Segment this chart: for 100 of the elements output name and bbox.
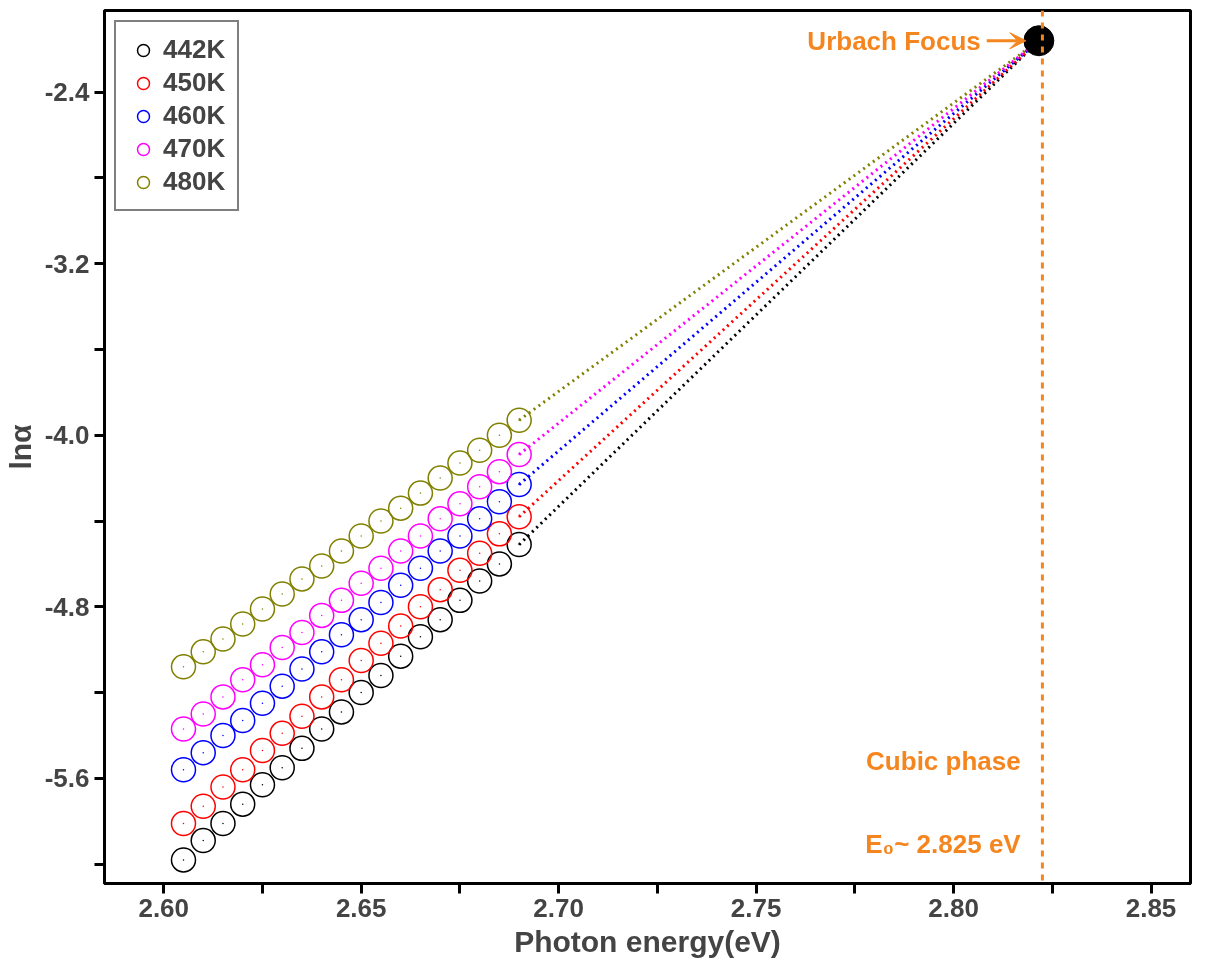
annotation: Urbach Focus — [807, 25, 981, 56]
point — [190, 639, 216, 665]
point — [387, 613, 414, 639]
point — [466, 437, 493, 463]
point — [348, 570, 374, 596]
point — [427, 576, 453, 603]
annotation: Cubic phase — [866, 746, 1021, 777]
point — [368, 589, 394, 616]
point — [447, 523, 473, 549]
point — [506, 407, 532, 433]
point — [328, 587, 355, 614]
point — [348, 679, 374, 706]
point — [486, 422, 513, 448]
y-tick-label: -5.6 — [44, 763, 90, 794]
x-tick-label: 2.85 — [1125, 892, 1177, 923]
point — [170, 810, 197, 837]
point — [308, 684, 335, 710]
point — [229, 667, 256, 693]
point — [328, 699, 355, 725]
point — [170, 654, 197, 680]
y-axis-title: lnα — [3, 423, 37, 470]
point — [348, 647, 374, 674]
point — [447, 587, 473, 614]
point — [249, 651, 276, 678]
point — [249, 690, 276, 717]
point — [229, 611, 256, 637]
legend-label: 470K — [163, 133, 226, 164]
point — [210, 684, 236, 710]
point — [466, 506, 493, 532]
point — [506, 531, 532, 558]
point — [387, 538, 414, 564]
legend-label: 480K — [163, 166, 226, 197]
point — [427, 465, 453, 491]
legend-label: 460K — [163, 100, 226, 131]
y-tick-label: -3.2 — [44, 248, 90, 279]
point — [407, 624, 434, 650]
point — [308, 553, 335, 579]
point — [269, 581, 295, 607]
point — [210, 774, 236, 800]
point — [289, 566, 315, 592]
point — [289, 619, 315, 646]
point — [170, 847, 197, 873]
point — [328, 621, 355, 648]
point — [387, 643, 414, 669]
point — [466, 568, 493, 594]
point — [289, 656, 315, 682]
point — [1023, 25, 1055, 57]
point — [486, 458, 513, 485]
x-tick-label: 2.60 — [138, 892, 190, 923]
point — [328, 538, 355, 564]
point — [289, 735, 315, 762]
point — [486, 488, 513, 515]
point — [427, 538, 453, 564]
point — [387, 572, 414, 599]
point — [466, 540, 493, 566]
x-tick-label: 2.65 — [335, 892, 387, 923]
point — [229, 707, 256, 734]
point — [486, 551, 513, 577]
point — [368, 662, 394, 689]
point — [447, 557, 473, 584]
legend-label: 450K — [163, 67, 226, 98]
point — [368, 630, 394, 656]
point — [407, 480, 434, 506]
point — [486, 521, 513, 547]
point — [447, 491, 473, 517]
y-tick-label: -2.4 — [44, 77, 91, 108]
point — [210, 810, 236, 837]
y-tick-label: -4.0 — [44, 420, 90, 451]
point — [407, 555, 434, 581]
x-tick-label: 2.70 — [533, 892, 584, 923]
point — [368, 555, 394, 581]
x-tick-label: 2.80 — [928, 892, 979, 923]
point — [190, 701, 216, 727]
point — [249, 596, 276, 622]
point — [190, 793, 216, 820]
point — [289, 703, 315, 729]
point — [249, 737, 276, 764]
point — [269, 634, 295, 661]
x-axis-title: Photon energy(eV) — [514, 924, 781, 958]
point — [506, 471, 532, 498]
point — [427, 606, 453, 633]
point — [427, 506, 453, 532]
point — [269, 754, 295, 781]
legend-label: 442K — [163, 34, 226, 65]
point — [229, 757, 256, 783]
point — [308, 716, 335, 742]
point — [210, 626, 236, 652]
point — [466, 473, 493, 500]
point — [190, 739, 216, 766]
point — [348, 523, 374, 549]
point — [269, 720, 295, 747]
point — [308, 639, 335, 665]
point — [328, 667, 355, 693]
point — [506, 441, 532, 468]
point — [407, 594, 434, 620]
point — [170, 757, 197, 783]
point — [348, 606, 374, 633]
point — [190, 827, 216, 854]
point — [447, 450, 473, 476]
point — [249, 772, 276, 798]
